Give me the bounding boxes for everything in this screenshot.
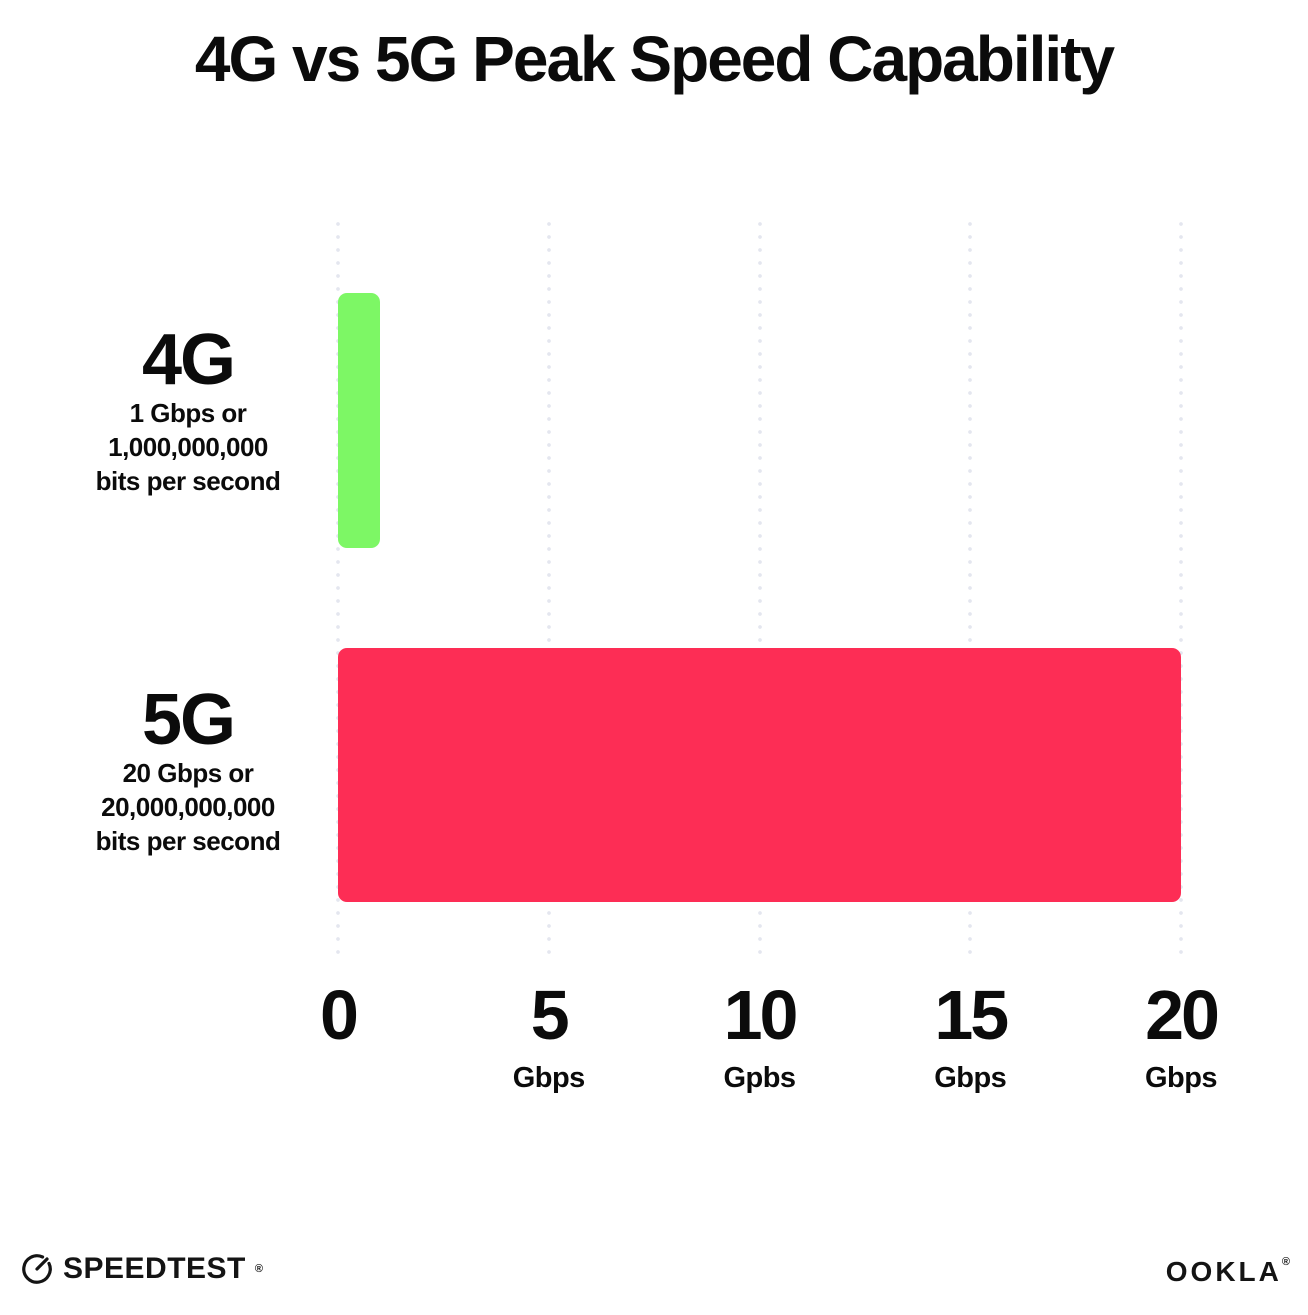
x-tick-15: 15 Gbps (934, 976, 1009, 1095)
speedtest-trademark: ® (254, 1263, 263, 1275)
chart-title: 4G vs 5G Peak Speed Capability (194, 23, 1115, 95)
gridline-20 (1179, 222, 1183, 959)
row-label-4g: 4G 1 Gbps or 1,000,000,000 bits per seco… (58, 324, 318, 498)
plot-area (336, 222, 1183, 959)
category-sub-5g-line3: bits per second (95, 826, 281, 856)
x-tick-10-unit: Gpbs (723, 1062, 796, 1094)
gridline-15 (968, 222, 973, 959)
ookla-trademark: ® (1281, 1256, 1290, 1268)
gridline-5 (546, 222, 551, 959)
category-label-5g: 5G (141, 680, 236, 760)
speedtest-logo: SPEEDTEST ® (20, 1252, 263, 1286)
category-label-4g: 4G (141, 320, 236, 400)
bar-4g (338, 293, 381, 548)
bar-5g (338, 648, 1181, 902)
x-tick-20-unit: Gbps (1144, 1062, 1218, 1094)
x-tick-5-unit: Gbps (512, 1062, 586, 1094)
x-tick-0: 0 (320, 976, 359, 1062)
row-label-5g: 5G 20 Gbps or 20,000,000,000 bits per se… (58, 684, 318, 858)
x-tick-20: 20 Gbps (1144, 976, 1220, 1095)
ookla-logo: OOKLA ® (1166, 1256, 1290, 1288)
speedtest-wordmark: SPEEDTEST (63, 1252, 246, 1285)
x-tick-15-unit: Gbps (934, 1062, 1007, 1094)
category-sub-4g-line2: 1,000,000,000 (108, 432, 268, 462)
gridline-0 (336, 222, 340, 959)
category-sub-5g-line2: 20,000,000,000 (101, 792, 275, 822)
x-tick-5-value: 5 (530, 976, 570, 1054)
speedtest-gauge-icon (20, 1252, 54, 1286)
x-tick-20-value: 20 (1145, 976, 1220, 1054)
category-sub-4g-line3: bits per second (95, 466, 281, 496)
gridline-10 (757, 222, 762, 959)
ookla-wordmark: OOKLA (1165, 1256, 1282, 1287)
category-sub-5g-line1: 20 Gbps or (122, 758, 254, 788)
category-sub-4g-line1: 1 Gbps or (129, 398, 247, 428)
x-tick-15-value: 15 (934, 976, 1009, 1054)
x-tick-10-value: 10 (723, 976, 799, 1054)
x-tick-5: 5 Gbps (512, 976, 586, 1095)
x-tick-0-value: 0 (320, 976, 359, 1054)
x-tick-10: 10 Gpbs (723, 976, 799, 1095)
x-axis: 0 5 Gbps 10 Gpbs 15 Gbps 20 Gbps (320, 976, 1220, 1100)
